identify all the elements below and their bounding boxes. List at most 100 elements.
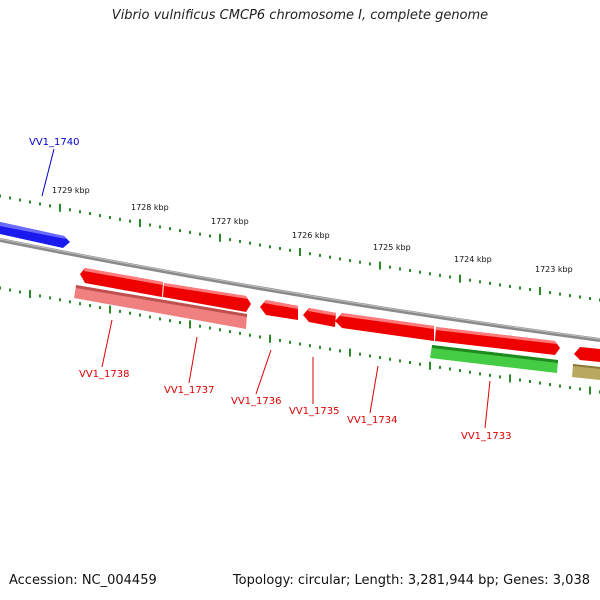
ruler-minor-tick	[179, 229, 181, 233]
ruler-minor-tick	[489, 281, 491, 285]
genome-summary-text: Topology: circular; Length: 3,281,944 bp…	[232, 573, 590, 588]
ruler-minor-tick	[239, 331, 241, 335]
ruler-minor-tick	[439, 273, 441, 277]
gene-vv1-1740[interactable]	[0, 222, 70, 248]
ruler-minor-tick	[549, 291, 551, 295]
gene-vv1-1733[interactable]	[430, 345, 558, 373]
chromosome-backbone	[0, 238, 600, 342]
gene-vv1-1738[interactable]	[74, 268, 247, 329]
ruler-minor-tick	[19, 290, 21, 294]
ruler-minor-tick	[289, 340, 291, 344]
ruler-minor-tick	[459, 369, 461, 373]
ruler-labels: 1729 kbp 1728 kbp 1727 kbp 1726 kbp 1725…	[52, 186, 573, 274]
ruler-minor-tick	[259, 335, 261, 339]
ruler-minor-tick	[89, 304, 91, 308]
ruler-minor-tick	[469, 370, 471, 374]
ruler-minor-tick	[409, 269, 411, 272]
ruler-minor-tick	[529, 288, 531, 291]
ruler-minor-tick	[179, 321, 181, 325]
ruler-label-1729: 1729 kbp	[52, 186, 90, 195]
gene-right-edge-red[interactable]	[574, 347, 600, 362]
ruler-label-1726: 1726 kbp	[292, 231, 330, 240]
ruler-minor-tick	[159, 317, 161, 321]
ruler-minor-tick	[169, 227, 171, 231]
ruler-minor-tick	[359, 352, 361, 356]
ruler-minor-tick	[519, 286, 521, 290]
ruler-minor-tick	[129, 311, 131, 315]
ruler-minor-tick	[99, 306, 101, 310]
gene-label-vv1-1734[interactable]: VV1_1734	[347, 415, 398, 426]
ruler-minor-tick	[199, 232, 201, 236]
ruler-minor-tick	[389, 265, 391, 269]
gene-label-vv1-1737[interactable]: VV1_1737	[164, 385, 215, 396]
ruler-minor-tick	[219, 328, 221, 332]
ruler-minor-tick	[329, 255, 331, 259]
ruler-minor-tick	[369, 354, 371, 358]
ruler-minor-tick	[279, 339, 281, 342]
ruler-minor-tick	[519, 378, 521, 382]
ruler-minor-tick	[279, 247, 281, 250]
gene-vv1-1736[interactable]	[260, 300, 298, 320]
accession-text: Accession: NC_004459	[9, 573, 157, 588]
outer-ruler	[0, 194, 600, 302]
ruler-minor-tick	[249, 333, 251, 337]
ruler-minor-tick	[479, 280, 481, 284]
ruler-minor-tick	[409, 361, 411, 364]
gene-label-vv1-1740[interactable]: VV1_1740	[29, 137, 80, 148]
gene-right-edge-olive[interactable]	[572, 364, 600, 380]
ruler-minor-tick	[419, 270, 421, 274]
ruler-minor-tick	[239, 239, 241, 243]
ruler-minor-tick	[209, 326, 211, 330]
ruler-minor-tick	[39, 202, 41, 206]
gene-label-vv1-1735[interactable]: VV1_1735	[289, 406, 340, 417]
ruler-minor-tick	[309, 344, 311, 348]
ruler-minor-tick	[59, 298, 61, 302]
ruler-minor-tick	[489, 373, 491, 377]
ruler-minor-tick	[129, 219, 131, 223]
ruler-minor-tick	[29, 200, 31, 204]
ruler-minor-tick	[259, 243, 261, 247]
ruler-minor-tick	[149, 315, 151, 319]
ruler-minor-tick	[319, 253, 321, 257]
ruler-minor-tick	[9, 288, 11, 292]
gene-label-vv1-1733[interactable]: VV1_1733	[461, 431, 512, 442]
label-leaders	[41, 148, 491, 429]
gene-label-vv1-1736[interactable]: VV1_1736	[231, 396, 282, 407]
ruler-minor-tick	[339, 257, 341, 261]
ruler-minor-tick	[299, 342, 301, 346]
ruler-minor-tick	[569, 386, 571, 390]
ruler-minor-tick	[199, 324, 201, 328]
ruler-minor-tick	[159, 225, 161, 229]
gene-vv1-1734[interactable]	[335, 313, 434, 341]
ruler-minor-tick	[79, 302, 81, 306]
ruler-minor-tick	[479, 372, 481, 376]
ruler-minor-tick	[0, 194, 1, 198]
ruler-minor-tick	[39, 294, 41, 298]
ruler-minor-tick	[0, 286, 1, 290]
ruler-minor-tick	[439, 365, 441, 369]
ruler-minor-tick	[69, 300, 71, 304]
gene-label-vv1-1738[interactable]: VV1_1738	[79, 369, 130, 380]
ruler-minor-tick	[249, 241, 251, 245]
ruler-minor-tick	[379, 356, 381, 360]
ruler-minor-tick	[499, 283, 501, 287]
ruler-minor-tick	[389, 357, 391, 361]
ruler-minor-tick	[579, 387, 581, 391]
ruler-minor-tick	[499, 375, 501, 379]
ruler-minor-tick	[339, 349, 341, 353]
ruler-minor-tick	[529, 380, 531, 383]
gene-vv1-1733-forward[interactable]	[435, 327, 560, 355]
ruler-minor-tick	[399, 359, 401, 363]
ruler-minor-tick	[99, 214, 101, 218]
gene-vv1-1737[interactable]	[163, 283, 251, 312]
ruler-minor-tick	[69, 208, 71, 212]
ruler-minor-tick	[119, 309, 121, 313]
ruler-minor-tick	[429, 272, 431, 276]
ruler-minor-tick	[549, 383, 551, 387]
ruler-minor-tick	[229, 238, 231, 242]
ruler-minor-tick	[9, 196, 11, 200]
gene-vv1-1735[interactable]	[303, 308, 336, 327]
ruler-minor-tick	[89, 212, 91, 216]
ruler-minor-tick	[49, 296, 51, 300]
